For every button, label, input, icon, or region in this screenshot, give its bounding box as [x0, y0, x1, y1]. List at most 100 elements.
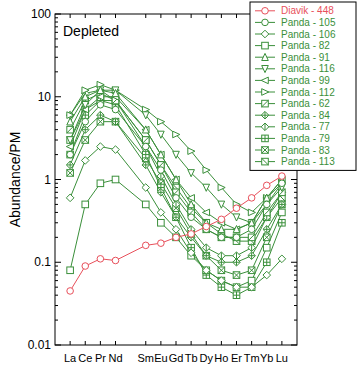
y-minor-tick — [294, 270, 297, 271]
x-tick — [70, 14, 71, 18]
marker — [158, 167, 165, 174]
marker-part — [233, 258, 241, 266]
x-tick — [176, 341, 177, 345]
marker — [142, 143, 150, 151]
marker-part — [263, 244, 270, 251]
legend-label: Panda - 62 — [281, 98, 330, 109]
marker-part — [262, 135, 269, 142]
marker-part — [142, 242, 149, 249]
y-tick-label: 100 — [31, 7, 51, 21]
marker-part — [172, 226, 180, 234]
x-tick-label: Gd — [169, 352, 184, 364]
legend-marker — [262, 42, 269, 49]
marker-part — [281, 219, 282, 226]
legend-label: Panda - 79 — [281, 133, 330, 144]
marker — [279, 219, 286, 226]
legend: Diavik - 448Panda - 105Panda - 106Panda … — [250, 2, 356, 170]
marker-part — [157, 189, 165, 197]
marker — [248, 234, 255, 241]
legend-marker — [262, 89, 269, 96]
marker-part — [67, 267, 74, 274]
marker-part — [173, 176, 180, 183]
marker-part — [82, 137, 89, 144]
marker-part — [279, 209, 286, 216]
marker — [188, 201, 195, 208]
marker — [248, 209, 255, 216]
marker-part — [142, 184, 150, 192]
marker-part — [263, 271, 271, 279]
marker-part — [145, 162, 146, 169]
y-minor-tick — [55, 32, 58, 33]
marker-part — [265, 135, 266, 142]
marker-part — [218, 267, 225, 274]
marker-part — [248, 195, 255, 202]
marker-part — [262, 147, 269, 154]
marker-part — [82, 93, 89, 100]
marker-part — [142, 137, 149, 144]
marker — [279, 180, 286, 187]
marker-part — [279, 173, 286, 180]
marker-part — [261, 111, 269, 119]
legend-label: Panda - 99 — [281, 75, 330, 86]
marker-part — [262, 147, 269, 154]
marker-part — [188, 231, 195, 238]
marker-part — [262, 66, 269, 73]
marker-part — [158, 151, 165, 158]
marker-part — [85, 112, 86, 119]
marker-part — [188, 201, 195, 208]
marker-part — [206, 244, 207, 251]
y-tick-label: 1 — [44, 173, 51, 187]
marker-part — [67, 170, 74, 177]
x-tick — [115, 341, 116, 345]
x-tick-label: La — [64, 352, 77, 364]
marker — [157, 151, 164, 158]
marker-part — [248, 234, 255, 241]
x-tick-label: Sm — [138, 352, 155, 364]
y-minor-tick — [55, 38, 58, 39]
marker — [188, 148, 195, 155]
marker-part — [97, 180, 104, 187]
y-minor-tick — [55, 197, 58, 198]
marker-part — [263, 209, 270, 216]
marker-part — [172, 176, 179, 183]
marker — [263, 201, 270, 208]
y-minor-tick — [55, 104, 58, 105]
y-minor-tick — [55, 121, 58, 122]
marker — [158, 219, 165, 226]
marker-part — [262, 19, 269, 26]
y-minor-tick — [55, 266, 58, 267]
marker-part — [67, 137, 74, 144]
legend-label: Panda - 82 — [281, 40, 330, 51]
marker-part — [82, 137, 89, 144]
marker-part — [248, 267, 255, 274]
marker-part — [142, 151, 149, 158]
marker-part — [261, 123, 269, 131]
marker — [82, 201, 89, 208]
marker — [173, 234, 180, 241]
marker — [233, 292, 240, 299]
marker-part — [142, 201, 149, 208]
marker — [187, 249, 195, 257]
marker-part — [248, 234, 255, 241]
marker-part — [173, 151, 180, 158]
marker — [188, 231, 195, 238]
marker-part — [262, 147, 269, 154]
marker — [157, 209, 165, 217]
marker-part — [142, 161, 150, 169]
marker — [203, 184, 210, 191]
y-minor-tick — [55, 192, 58, 193]
x-tick-label: Yb — [260, 352, 273, 364]
y-minor-tick — [55, 115, 58, 116]
marker — [112, 176, 119, 183]
marker-part — [142, 126, 149, 133]
marker-part — [158, 131, 165, 138]
marker-part — [142, 137, 149, 144]
y-minor-tick — [55, 320, 58, 321]
marker-part — [158, 118, 165, 125]
marker — [248, 195, 255, 202]
marker — [67, 118, 74, 125]
legend-marker — [262, 158, 269, 165]
marker-part — [67, 170, 74, 177]
marker-part — [67, 151, 74, 158]
marker-part — [248, 267, 255, 274]
